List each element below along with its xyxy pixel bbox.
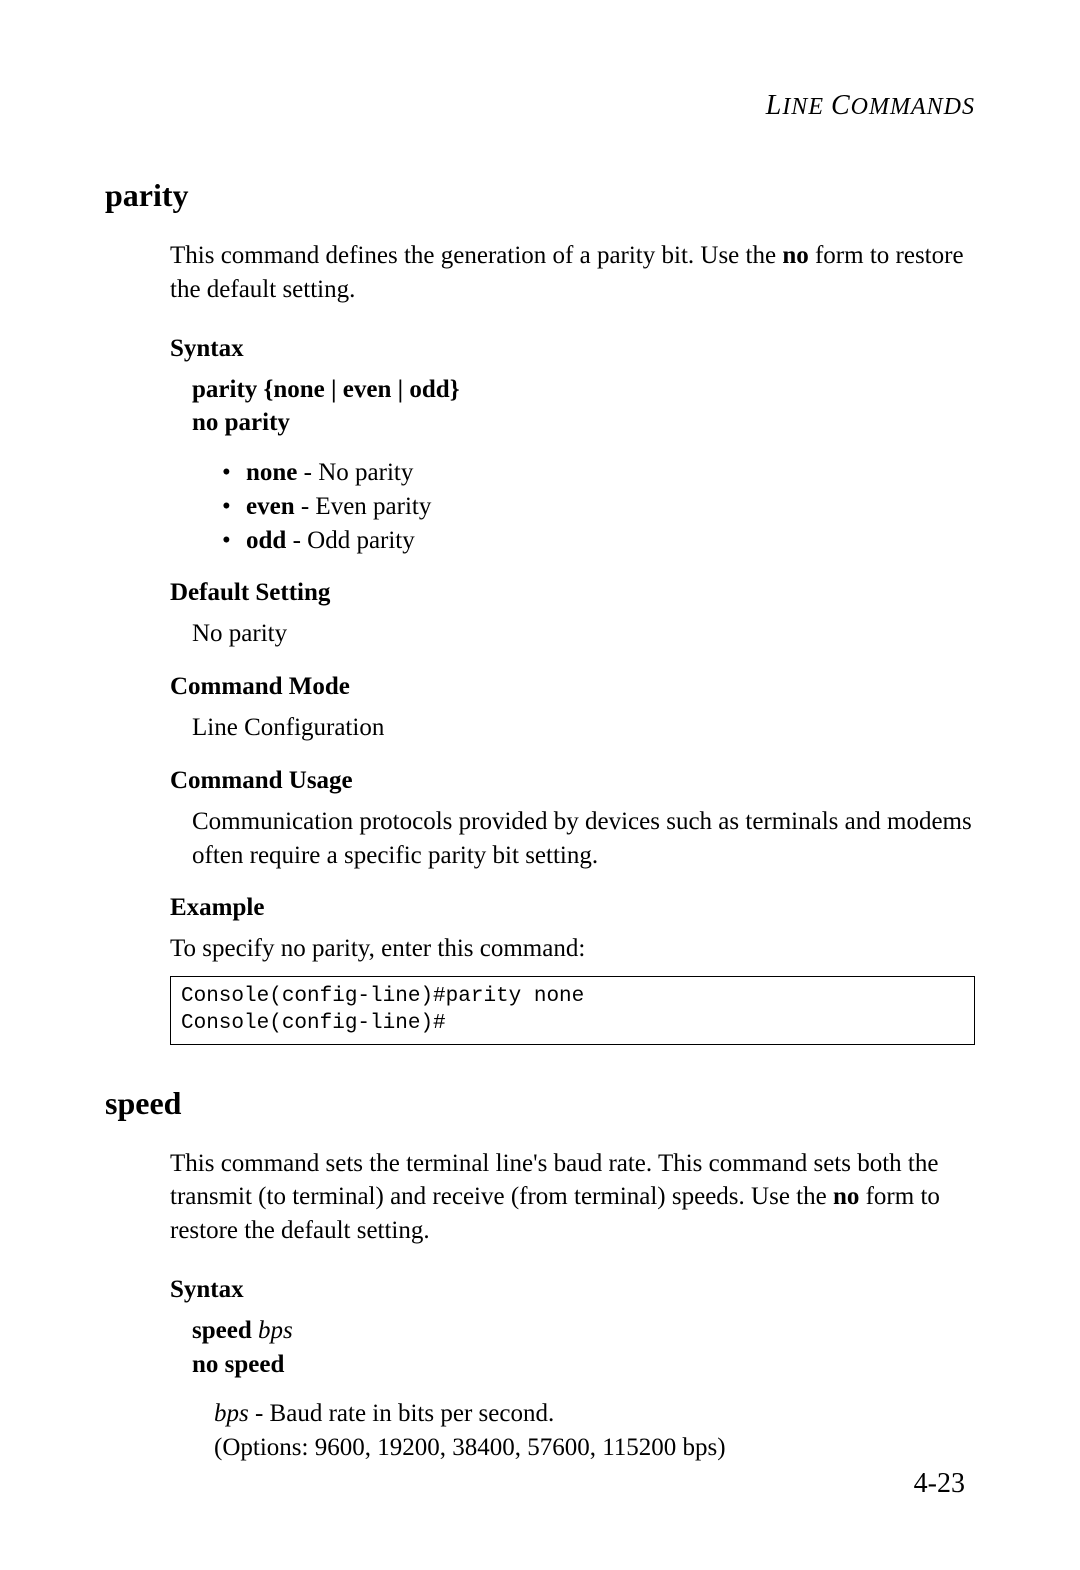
parity-option-none-kw: none	[246, 459, 297, 486]
parity-syntax-line2: no parity	[192, 406, 975, 440]
header-initial-L: L	[766, 90, 783, 121]
speed-description: This command sets the terminal line's ba…	[170, 1147, 975, 1248]
parity-default-value: No parity	[192, 617, 975, 651]
parity-option-even: even - Even parity	[222, 490, 975, 524]
header-word-commands: OMMANDS	[851, 94, 975, 120]
parity-example-intro: To specify no parity, enter this command…	[170, 932, 975, 966]
speed-syntax-block: speed bps no speed bps - Baud rate in bi…	[192, 1314, 975, 1465]
speed-arg-options: (Options: 9600, 19200, 38400, 57600, 115…	[214, 1431, 975, 1465]
parity-mode-section: Command Mode Line Configuration	[170, 673, 975, 745]
speed-syntax-line2: no speed	[192, 1348, 975, 1382]
speed-arg-desc: - Baud rate in bits per second.	[249, 1400, 554, 1427]
section-speed: speed This command sets the terminal lin…	[105, 1085, 975, 1465]
parity-option-even-kw: even	[246, 493, 295, 520]
parity-options: none - No parity even - Even parity odd …	[222, 456, 975, 557]
page-number: 4-23	[914, 1468, 965, 1500]
speed-desc-pre: This command sets the terminal line's ba…	[170, 1150, 938, 1211]
speed-syntax-kw: speed	[192, 1317, 258, 1344]
parity-option-odd-desc: - Odd parity	[286, 527, 414, 554]
parity-usage-label: Command Usage	[170, 767, 975, 795]
running-header: LINE COMMANDS	[105, 90, 975, 122]
speed-arg-name: bps	[214, 1400, 249, 1427]
parity-body: This command defines the generation of a…	[170, 239, 975, 1045]
parity-example-section: Example To specify no parity, enter this…	[170, 894, 975, 1044]
parity-syntax-section: Syntax parity {none | even | odd} no par…	[170, 335, 975, 558]
parity-usage-section: Command Usage Communication protocols pr…	[170, 767, 975, 873]
header-word-line: INE	[782, 94, 831, 120]
parity-desc-no: no	[782, 242, 808, 269]
parity-title: parity	[105, 177, 975, 214]
parity-description: This command defines the generation of a…	[170, 239, 975, 307]
parity-syntax-block: parity {none | even | odd} no parity non…	[192, 373, 975, 558]
parity-desc-pre: This command defines the generation of a…	[170, 242, 782, 269]
speed-syntax-section: Syntax speed bps no speed bps - Baud rat…	[170, 1276, 975, 1465]
speed-title: speed	[105, 1085, 975, 1122]
parity-option-none-desc: - No parity	[297, 459, 413, 486]
speed-syntax-label: Syntax	[170, 1276, 975, 1304]
speed-syntax-arg: bps	[258, 1317, 293, 1344]
section-parity: parity This command defines the generati…	[105, 177, 975, 1045]
parity-mode-value: Line Configuration	[192, 711, 975, 745]
speed-desc-no: no	[833, 1183, 859, 1210]
parity-syntax-label: Syntax	[170, 335, 975, 363]
parity-option-odd-kw: odd	[246, 527, 286, 554]
page: LINE COMMANDS parity This command define…	[0, 0, 1080, 1570]
speed-arg-desc-line1: bps - Baud rate in bits per second.	[214, 1397, 975, 1431]
parity-default-section: Default Setting No parity	[170, 579, 975, 651]
parity-option-even-desc: - Even parity	[295, 493, 432, 520]
parity-example-label: Example	[170, 894, 975, 922]
speed-syntax-line1: speed bps	[192, 1314, 975, 1348]
parity-example-code: Console(config-line)#parity none Console…	[170, 976, 975, 1045]
parity-mode-label: Command Mode	[170, 673, 975, 701]
parity-option-odd: odd - Odd parity	[222, 524, 975, 558]
parity-option-none: none - No parity	[222, 456, 975, 490]
header-initial-C: C	[831, 90, 851, 121]
parity-default-label: Default Setting	[170, 579, 975, 607]
parity-syntax-line1: parity {none | even | odd}	[192, 373, 975, 407]
parity-usage-value: Communication protocols provided by devi…	[192, 805, 975, 873]
speed-body: This command sets the terminal line's ba…	[170, 1147, 975, 1465]
